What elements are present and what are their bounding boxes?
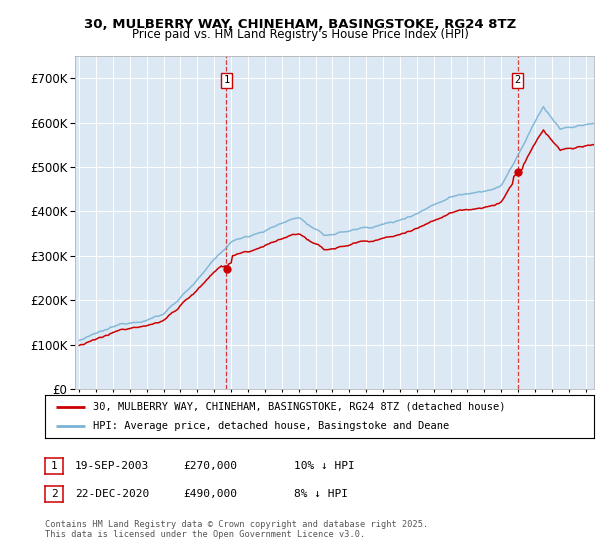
Text: 1: 1 (50, 461, 58, 471)
Text: Contains HM Land Registry data © Crown copyright and database right 2025.
This d: Contains HM Land Registry data © Crown c… (45, 520, 428, 539)
Text: 10% ↓ HPI: 10% ↓ HPI (294, 461, 355, 471)
Text: £490,000: £490,000 (183, 489, 237, 499)
Text: Price paid vs. HM Land Registry's House Price Index (HPI): Price paid vs. HM Land Registry's House … (131, 28, 469, 41)
Text: HPI: Average price, detached house, Basingstoke and Deane: HPI: Average price, detached house, Basi… (93, 422, 449, 431)
Text: 8% ↓ HPI: 8% ↓ HPI (294, 489, 348, 499)
Text: 22-DEC-2020: 22-DEC-2020 (75, 489, 149, 499)
Text: 1: 1 (223, 76, 230, 86)
Text: 30, MULBERRY WAY, CHINEHAM, BASINGSTOKE, RG24 8TZ (detached house): 30, MULBERRY WAY, CHINEHAM, BASINGSTOKE,… (93, 402, 505, 412)
Text: £270,000: £270,000 (183, 461, 237, 471)
Text: 2: 2 (50, 489, 58, 499)
Text: 30, MULBERRY WAY, CHINEHAM, BASINGSTOKE, RG24 8TZ: 30, MULBERRY WAY, CHINEHAM, BASINGSTOKE,… (84, 18, 516, 31)
Text: 19-SEP-2003: 19-SEP-2003 (75, 461, 149, 471)
Text: 2: 2 (514, 76, 521, 86)
